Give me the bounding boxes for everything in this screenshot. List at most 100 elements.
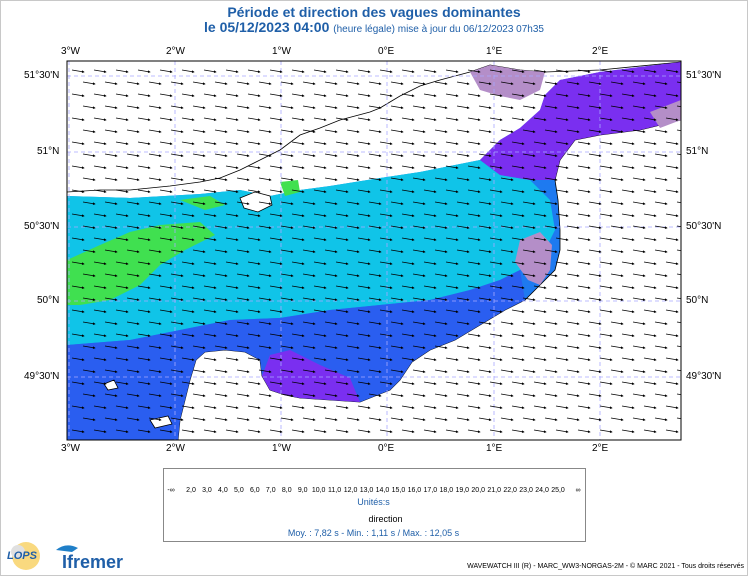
wave-direction-arrow (181, 69, 195, 74)
wave-direction-arrow (170, 129, 184, 134)
wave-direction-arrow (192, 81, 206, 86)
wave-direction-arrow (599, 141, 613, 146)
wave-direction-arrow (412, 369, 426, 374)
wave-direction-arrow (346, 177, 360, 182)
wave-direction-arrow (434, 153, 448, 158)
wave-direction-arrow (423, 309, 437, 314)
wave-direction-arrow (555, 381, 569, 386)
wave-direction-arrow (665, 285, 679, 290)
wave-direction-arrow (181, 285, 195, 290)
wave-direction-arrow (346, 297, 360, 302)
wave-direction-arrow (401, 357, 415, 362)
wave-direction-arrow (676, 105, 681, 108)
lon-label-bottom-3: 0°E (378, 443, 395, 454)
wave-direction-arrow (566, 273, 580, 278)
sea-lilac-north (470, 65, 545, 100)
wave-direction-arrow (423, 261, 437, 266)
wave-direction-arrow (335, 309, 349, 314)
wave-direction-arrow (269, 381, 283, 386)
colorbar-units: Unités:s (357, 497, 390, 507)
wave-direction-arrow (599, 189, 613, 194)
wave-direction-arrow (522, 129, 536, 134)
wave-direction-arrow (588, 81, 602, 86)
wave-direction-arrow (159, 213, 173, 218)
wave-direction-arrow (159, 189, 173, 194)
wave-direction-arrow (511, 381, 525, 386)
wave-direction-arrow (676, 201, 681, 204)
wave-direction-arrow (588, 153, 602, 158)
wave-direction-arrow (478, 321, 492, 326)
wave-direction-arrow (280, 177, 294, 182)
wave-direction-arrow (445, 69, 459, 74)
wave-direction-arrow (489, 261, 503, 266)
wave-direction-arrow (313, 237, 327, 242)
wave-direction-arrow (632, 249, 646, 254)
wave-direction-arrow (302, 177, 316, 182)
wave-direction-arrow (577, 429, 591, 434)
wave-direction-arrow (588, 321, 602, 326)
sea-green-wight-2 (280, 180, 300, 196)
wave-direction-arrow (346, 345, 360, 350)
wave-direction-arrow (181, 405, 195, 410)
wave-direction-arrow (368, 321, 382, 326)
wave-direction-arrow (357, 405, 371, 410)
wave-direction-arrow (632, 201, 646, 206)
wave-direction-arrow (302, 393, 316, 398)
wave-direction-arrow (544, 369, 558, 374)
wave-direction-arrow (203, 285, 217, 290)
wave-direction-arrow (390, 105, 404, 110)
wave-direction-arrow (544, 297, 558, 302)
wave-direction-arrow (291, 309, 305, 314)
wave-direction-arrow (258, 393, 272, 398)
wave-direction-arrow (258, 201, 272, 206)
wave-direction-arrow (214, 177, 228, 182)
wave-direction-arrow (445, 213, 459, 218)
wave-direction-arrow (423, 429, 437, 434)
wave-direction-arrow (291, 165, 305, 170)
wave-direction-arrow (214, 417, 228, 422)
wave-direction-arrow (599, 165, 613, 170)
wave-direction-arrow (489, 237, 503, 242)
wave-direction-arrow (93, 381, 107, 386)
wave-direction-arrow (588, 417, 602, 422)
wave-direction-arrow (500, 369, 514, 374)
colorbar-tick-label: 14,0 (375, 487, 390, 494)
wave-direction-arrow (379, 93, 393, 98)
wave-direction-arrow (214, 297, 228, 302)
wave-direction-arrow (577, 405, 591, 410)
wave-direction-arrow (368, 81, 382, 86)
lat-label-left-0: 51°30'N (24, 70, 60, 81)
wave-direction-arrow (236, 153, 250, 158)
wave-direction-arrow (357, 261, 371, 266)
wave-direction-arrow (577, 213, 591, 218)
wave-direction-arrow (291, 381, 305, 386)
wave-direction-arrow (478, 345, 492, 350)
wave-direction-arrow (247, 141, 261, 146)
wave-direction-arrow (445, 93, 459, 98)
wave-direction-arrow (632, 417, 646, 422)
wave-direction-arrow (588, 273, 602, 278)
wave-direction-arrow (412, 201, 426, 206)
wave-direction-arrow (181, 165, 195, 170)
wave-direction-arrow (137, 165, 151, 170)
wave-direction-arrow (115, 189, 129, 194)
wave-direction-arrow (93, 189, 107, 194)
wave-direction-arrow (533, 237, 547, 242)
lat-label-left-2: 50°30'N (24, 221, 60, 232)
wave-direction-arrow (588, 105, 602, 110)
wave-direction-arrow (104, 249, 118, 254)
wave-direction-arrow (192, 201, 206, 206)
colorbar-tick-label: 12,0 (343, 487, 358, 494)
wave-direction-arrow (500, 225, 514, 230)
wave-direction-arrow (346, 369, 360, 374)
wave-direction-arrow (203, 357, 217, 362)
wave-direction-arrow (170, 297, 184, 302)
wave-direction-arrow (379, 285, 393, 290)
wave-direction-arrow (489, 357, 503, 362)
wave-direction-arrow (456, 345, 470, 350)
wave-direction-arrow (225, 285, 239, 290)
wave-direction-arrow (478, 81, 492, 86)
wave-direction-arrow (324, 177, 338, 182)
wave-direction-arrow (291, 285, 305, 290)
wave-direction-arrow (467, 165, 481, 170)
